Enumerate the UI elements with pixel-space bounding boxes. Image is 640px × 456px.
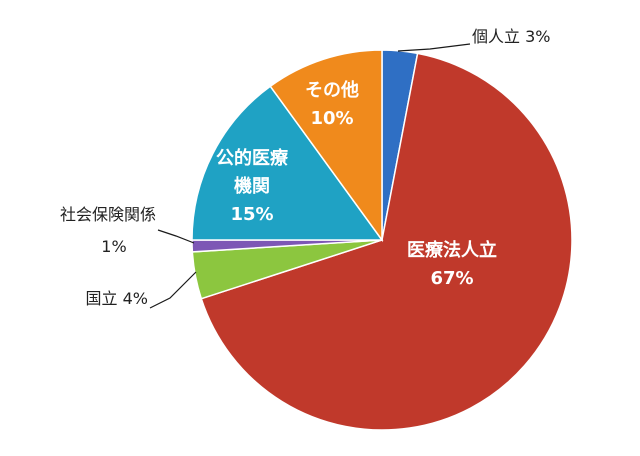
slice-outside-label: 国立 4% (86, 289, 148, 308)
slice-value-label: 10% (310, 108, 353, 129)
slice-category-label: 公的医療 (216, 147, 289, 169)
slice-outside-label: 個人立 3% (472, 27, 550, 46)
slice-outside-label: 社会保険関係 (60, 205, 156, 224)
slice-outside-label: 1% (101, 237, 126, 256)
leader-line (157, 229, 195, 244)
slice-value-label: 15% (230, 204, 273, 225)
pie-slice (191, 85, 384, 241)
leader-line (397, 43, 471, 52)
slice-category-label: 機関 (234, 175, 270, 197)
slice-category-label: 医療法人立 (407, 239, 497, 261)
pie-slice (269, 49, 383, 243)
slice-category-label: その他 (305, 79, 359, 101)
slice-value-label: 67% (430, 268, 473, 289)
leader-line (149, 271, 197, 309)
leader-lines (149, 43, 471, 309)
pie-slices (191, 49, 573, 431)
pie-slice (200, 52, 573, 431)
